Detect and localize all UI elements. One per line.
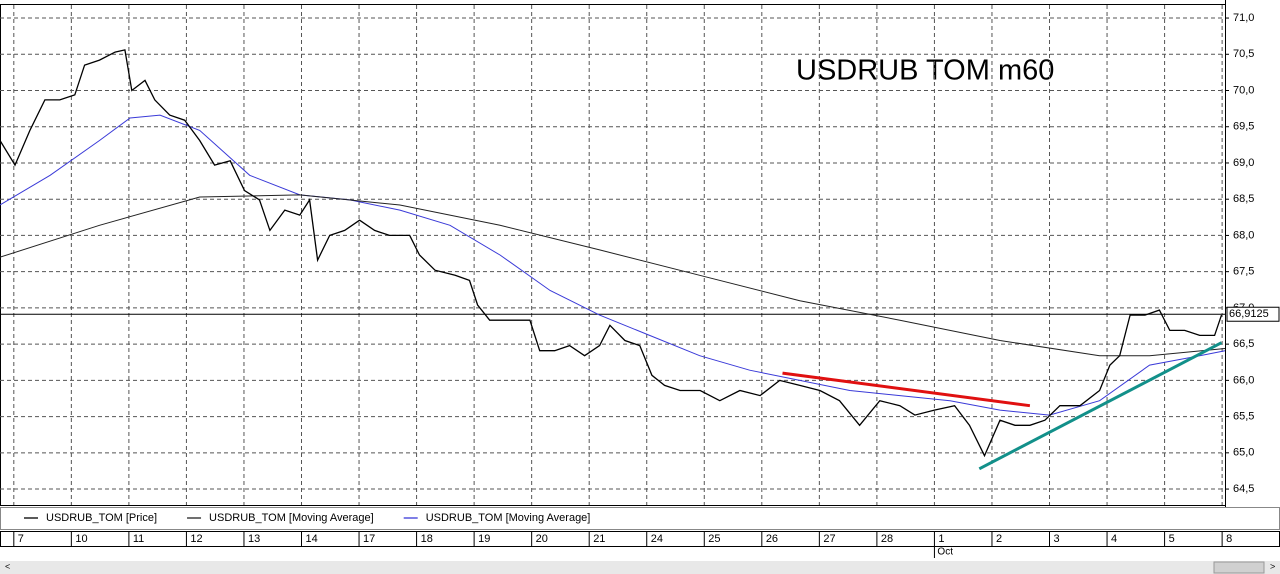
series-line	[0, 114, 1226, 416]
trendline	[782, 371, 1031, 408]
scroll-right[interactable]: >	[1270, 561, 1275, 571]
x-tick-label: 5	[1169, 533, 1175, 545]
scroll-left[interactable]: <	[5, 561, 10, 571]
y-tick-label: 67,5	[1233, 266, 1254, 278]
x-tick-label: 1	[938, 533, 944, 545]
y-tick-label: 68,0	[1233, 229, 1254, 241]
x-tick-label: 26	[766, 533, 778, 545]
y-tick-label: 69,0	[1233, 157, 1254, 169]
last-price-box	[1226, 306, 1280, 322]
x-tick-label: 25	[708, 533, 720, 545]
x-tick-label: 24	[651, 533, 663, 545]
x-tick-label: 14	[306, 533, 318, 545]
y-tick-label: 66,5	[1233, 338, 1254, 350]
x-tick-label: 4	[1111, 533, 1117, 545]
y-tick-label: 69,5	[1233, 121, 1254, 133]
y-tick-label: 71,0	[1233, 12, 1254, 24]
x-tick-label: 21	[593, 533, 605, 545]
x-tick-label: 11	[133, 533, 144, 545]
x-tick-label: 2	[996, 533, 1002, 545]
x-tick-label: 19	[478, 533, 490, 545]
x-tick-label: 18	[421, 533, 433, 545]
legend-label: USDRUB_TOM [Moving Average]	[209, 512, 374, 524]
plot-frame	[0, 4, 1226, 506]
x-tick-label: 7	[18, 533, 24, 545]
y-tick-label: 66,0	[1233, 374, 1254, 386]
x-tick-label: 8	[1226, 533, 1232, 545]
y-tick-label: 70,0	[1233, 84, 1254, 96]
month-label: Oct	[937, 547, 953, 558]
trendline	[978, 341, 1223, 471]
legend-label: USDRUB_TOM [Price]	[46, 512, 157, 524]
y-tick-label: 65,0	[1233, 447, 1254, 459]
x-tick-label: 28	[881, 533, 893, 545]
legend-label: USDRUB_TOM [Moving Average]	[426, 512, 591, 524]
x-tick-label: 13	[248, 533, 260, 545]
chart-title: USDRUB TOM m60	[796, 55, 1054, 87]
last-price-label: 66,9125	[1229, 308, 1269, 320]
x-tick-label: 20	[536, 533, 548, 545]
x-tick-label: 27	[823, 533, 835, 545]
x-tick-label: 17	[363, 533, 375, 545]
x-tick-label: 12	[190, 533, 202, 545]
x-tick-label: 3	[1054, 533, 1060, 545]
x-tick-label: 10	[75, 533, 87, 545]
y-tick-label: 64,5	[1233, 483, 1254, 495]
y-tick-label: 70,5	[1233, 48, 1254, 60]
series-line	[0, 49, 1223, 458]
y-tick-label: 65,5	[1233, 411, 1254, 423]
y-tick-label: 68,5	[1233, 193, 1254, 205]
series-line	[0, 194, 1226, 357]
scroll-thumb[interactable]	[1213, 561, 1265, 574]
scrollbar[interactable]	[0, 561, 1280, 574]
